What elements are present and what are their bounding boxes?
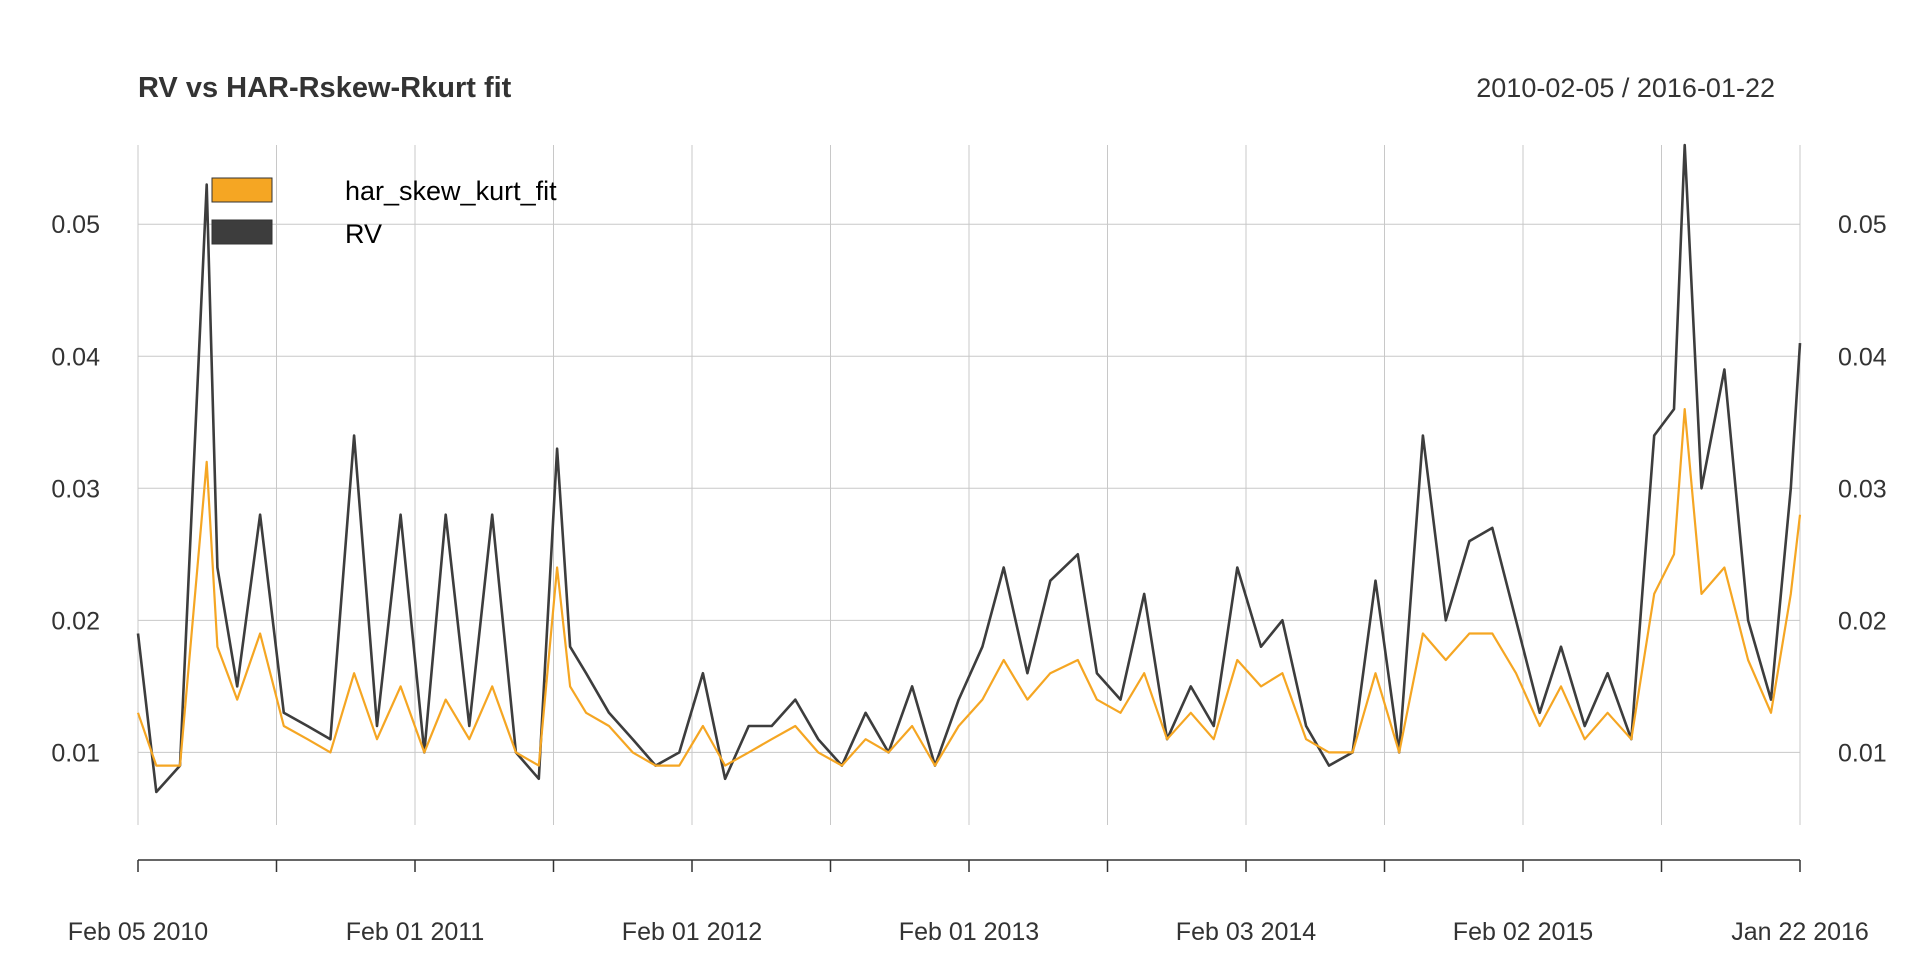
y-tick-label-right-2: 0.03	[1838, 475, 1887, 503]
legend-key-rv	[211, 219, 273, 245]
y-tick-label-left-4: 0.05	[51, 211, 100, 239]
y-tick-label-left-3: 0.04	[51, 343, 100, 371]
y-tick-label-right-0: 0.01	[1838, 739, 1887, 767]
x-tick-label-2: Feb 01 2012	[622, 918, 762, 946]
plot-area	[136, 143, 1802, 794]
y-tick-labels-left: 0.01 0.02 0.03 0.04 0.05	[51, 211, 100, 767]
x-tick-label-0: Feb 05 2010	[68, 918, 208, 946]
legend-key-har-skew-kurt-fit	[211, 177, 273, 203]
y-tick-label-left-0: 0.01	[51, 739, 100, 767]
x-tick-label-3: Feb 01 2013	[899, 918, 1039, 946]
date-range: 2010-02-05 / 2016-01-22	[1476, 73, 1775, 103]
x-tick-label-4: Feb 03 2014	[1176, 918, 1316, 946]
legend-label-har-skew-kurt-fit: har_skew_kurt_fit	[345, 176, 557, 206]
x-tick-labels: Feb 05 2010 Feb 01 2011 Feb 01 2012 Feb 01 …	[68, 918, 1869, 946]
series-line-rv	[136, 143, 1802, 794]
grid	[137, 145, 1801, 825]
series-line-har-skew-kurt-fit	[136, 408, 1802, 767]
y-tick-label-left-1: 0.02	[51, 607, 100, 635]
x-tick-label-5: Feb 02 2015	[1453, 918, 1593, 946]
y-tick-label-right-3: 0.04	[1838, 343, 1887, 371]
y-tick-label-right-1: 0.02	[1838, 607, 1887, 635]
chart-title: RV vs HAR-Rskew-Rkurt fit	[138, 72, 512, 104]
x-tick-label-6: Jan 22 2016	[1731, 918, 1869, 946]
legend-label-rv: RV	[345, 219, 382, 249]
y-tick-label-left-2: 0.03	[51, 475, 100, 503]
y-tick-label-right-4: 0.05	[1838, 211, 1887, 239]
x-axis	[137, 859, 1801, 872]
legend: har_skew_kurt_fit RV	[211, 176, 557, 249]
x-tick-label-1: Feb 01 2011	[346, 918, 485, 946]
y-tick-labels-right: 0.01 0.02 0.03 0.04 0.05	[1838, 211, 1887, 767]
